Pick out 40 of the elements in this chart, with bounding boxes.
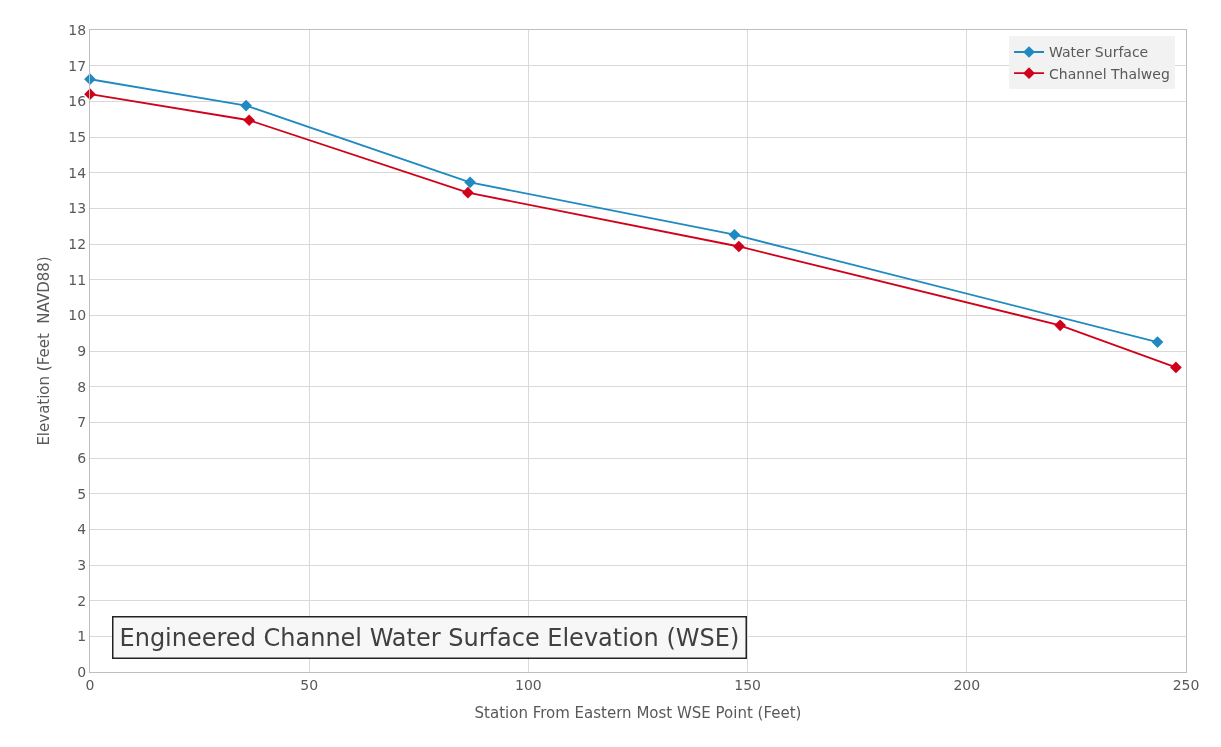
x-tick-label: 50 [300, 676, 319, 693]
point [464, 176, 476, 189]
y-tick-label: 7 [77, 414, 87, 431]
y-tick-label: 3 [77, 556, 87, 573]
y-tick-label: 5 [77, 485, 87, 502]
y-tick-label: 10 [68, 307, 87, 324]
y-tick-label: 1 [77, 628, 87, 645]
x-tick-label: 200 [953, 676, 981, 693]
y-tick-label: 14 [68, 164, 87, 181]
point [1151, 336, 1164, 348]
x-axis-title: Station From Eastern Most WSE Point (Feet) [474, 703, 802, 722]
y-tick-label: 13 [68, 200, 87, 217]
legend-label: Water Surface [1049, 44, 1149, 61]
point [1054, 319, 1067, 332]
y-tick-label: 2 [77, 592, 87, 609]
y-tick-label: 0 [77, 663, 87, 680]
y-tick-label: 6 [77, 449, 87, 466]
y-tick-label: 16 [68, 93, 87, 110]
point [84, 88, 96, 101]
y-tick-label: 8 [77, 378, 87, 395]
y-tick-label: 9 [77, 342, 87, 359]
point [732, 240, 745, 253]
y-tick-label: 15 [68, 128, 87, 145]
y-tick-label: 18 [68, 21, 87, 38]
y-tick-label: 4 [77, 521, 87, 538]
point [240, 99, 252, 112]
x-tick-label: 150 [734, 676, 761, 693]
y-axis-title: Elevation (Feet NAVD88) [34, 256, 53, 446]
point [462, 186, 474, 199]
y-tick-label: 12 [68, 235, 87, 252]
point [84, 73, 96, 86]
y-tick-label: 17 [68, 57, 87, 74]
point [728, 228, 741, 241]
point [1170, 361, 1182, 374]
y-tick-label: 11 [68, 271, 87, 288]
legend-label: Channel Thalweg [1049, 65, 1170, 82]
point [243, 114, 255, 127]
text: Engineered Channel Water Surface Elevation (WSE) [119, 623, 740, 652]
x-tick-label: 250 [1172, 676, 1200, 693]
x-tick-label: 100 [515, 676, 542, 693]
